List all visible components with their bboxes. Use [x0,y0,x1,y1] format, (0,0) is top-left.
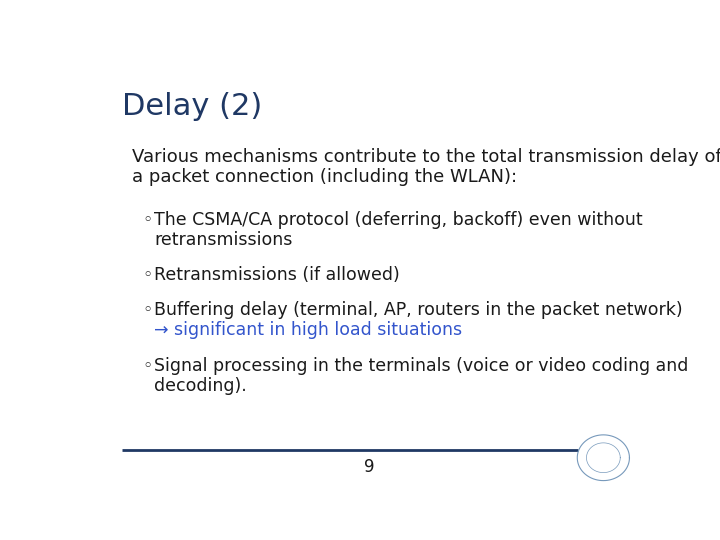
Text: → significant in high load situations: → significant in high load situations [154,321,462,339]
Text: Buffering delay (terminal, AP, routers in the packet network): Buffering delay (terminal, AP, routers i… [154,301,683,319]
Text: 9: 9 [364,458,374,476]
Text: Signal processing in the terminals (voice or video coding and: Signal processing in the terminals (voic… [154,357,688,375]
Text: ◦: ◦ [142,211,152,229]
Text: a packet connection (including the WLAN):: a packet connection (including the WLAN)… [132,168,517,186]
Text: retransmissions: retransmissions [154,231,292,249]
Text: ◦: ◦ [142,357,152,375]
Text: Retransmissions (if allowed): Retransmissions (if allowed) [154,266,400,284]
Text: The CSMA/CA protocol (deferring, backoff) even without: The CSMA/CA protocol (deferring, backoff… [154,211,643,229]
Text: decoding).: decoding). [154,377,247,395]
Text: Delay (2): Delay (2) [122,92,263,121]
Text: ◦: ◦ [142,301,152,319]
Text: Various mechanisms contribute to the total transmission delay of: Various mechanisms contribute to the tot… [132,148,720,166]
Text: ◦: ◦ [142,266,152,284]
